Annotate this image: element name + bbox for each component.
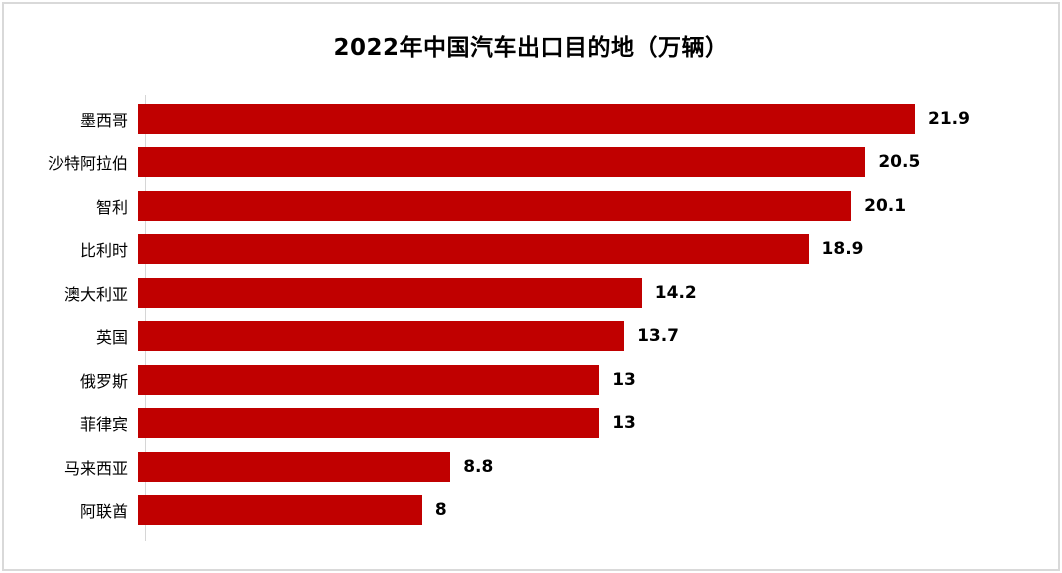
bar-track: 13 (138, 364, 1050, 395)
bar-row: 澳大利亚 14.2 (0, 271, 1050, 315)
value-label: 13.7 (637, 326, 680, 347)
value-label: 20.5 (878, 152, 921, 173)
bar-row: 智利 20.1 (0, 184, 1050, 228)
bar (138, 451, 451, 482)
value-label: 8.8 (463, 456, 494, 477)
bar-row: 菲律宾 13 (0, 402, 1050, 446)
bar (138, 103, 915, 134)
bar (138, 234, 809, 265)
bar-track: 21.9 (138, 103, 1050, 134)
category-label: 智利 (95, 197, 128, 217)
plot-area: 墨西哥 21.9 沙特阿拉伯 20.5 智利 20.1 比利时 18.9 澳大利亚 14.2 英国 1… (0, 93, 1050, 541)
bar-track: 18.9 (138, 234, 1050, 265)
chart-title: 2022年中国汽车出口目的地（万辆） (333, 35, 729, 61)
value-label: 20.1 (864, 195, 907, 216)
bar (138, 364, 600, 395)
bar-row: 马来西亚 8.8 (0, 445, 1050, 489)
y-axis-line (145, 95, 146, 541)
category-label: 比利时 (79, 241, 128, 261)
bar-track: 20.1 (138, 190, 1050, 221)
bar-row: 英国 13.7 (0, 315, 1050, 359)
bar-track: 14.2 (138, 277, 1050, 308)
value-label: 8 (434, 500, 447, 521)
bar-track: 8.8 (138, 451, 1050, 482)
bar (138, 321, 625, 352)
category-label: 菲律宾 (79, 415, 128, 435)
category-label: 英国 (95, 328, 128, 348)
value-label: 21.9 (928, 108, 970, 129)
category-label: 马来西亚 (63, 458, 128, 478)
category-label: 墨西哥 (79, 110, 128, 130)
bar-row: 墨西哥 21.9 (0, 97, 1050, 141)
bar-row: 俄罗斯 13 (0, 358, 1050, 402)
value-label: 14.2 (654, 282, 697, 303)
bar (138, 190, 852, 221)
bar-row: 沙特阿拉伯 20.5 (0, 141, 1050, 185)
bar-row: 比利时 18.9 (0, 228, 1050, 272)
value-label: 18.9 (821, 239, 864, 260)
category-label: 沙特阿拉伯 (47, 154, 128, 174)
value-label: 13 (612, 413, 636, 434)
value-label: 13 (612, 369, 636, 390)
bar (138, 277, 642, 308)
bar (138, 147, 866, 178)
bar-track: 13 (138, 408, 1050, 439)
category-label: 阿联酋 (79, 502, 128, 522)
bar-row: 阿联酋 8 (0, 489, 1050, 533)
bar-track: 8 (138, 495, 1050, 526)
bar (138, 495, 422, 526)
bar-track: 20.5 (138, 147, 1050, 178)
category-label: 俄罗斯 (79, 371, 128, 391)
bar-track: 13.7 (138, 321, 1050, 352)
category-label: 澳大利亚 (63, 284, 128, 304)
bar (138, 408, 600, 439)
